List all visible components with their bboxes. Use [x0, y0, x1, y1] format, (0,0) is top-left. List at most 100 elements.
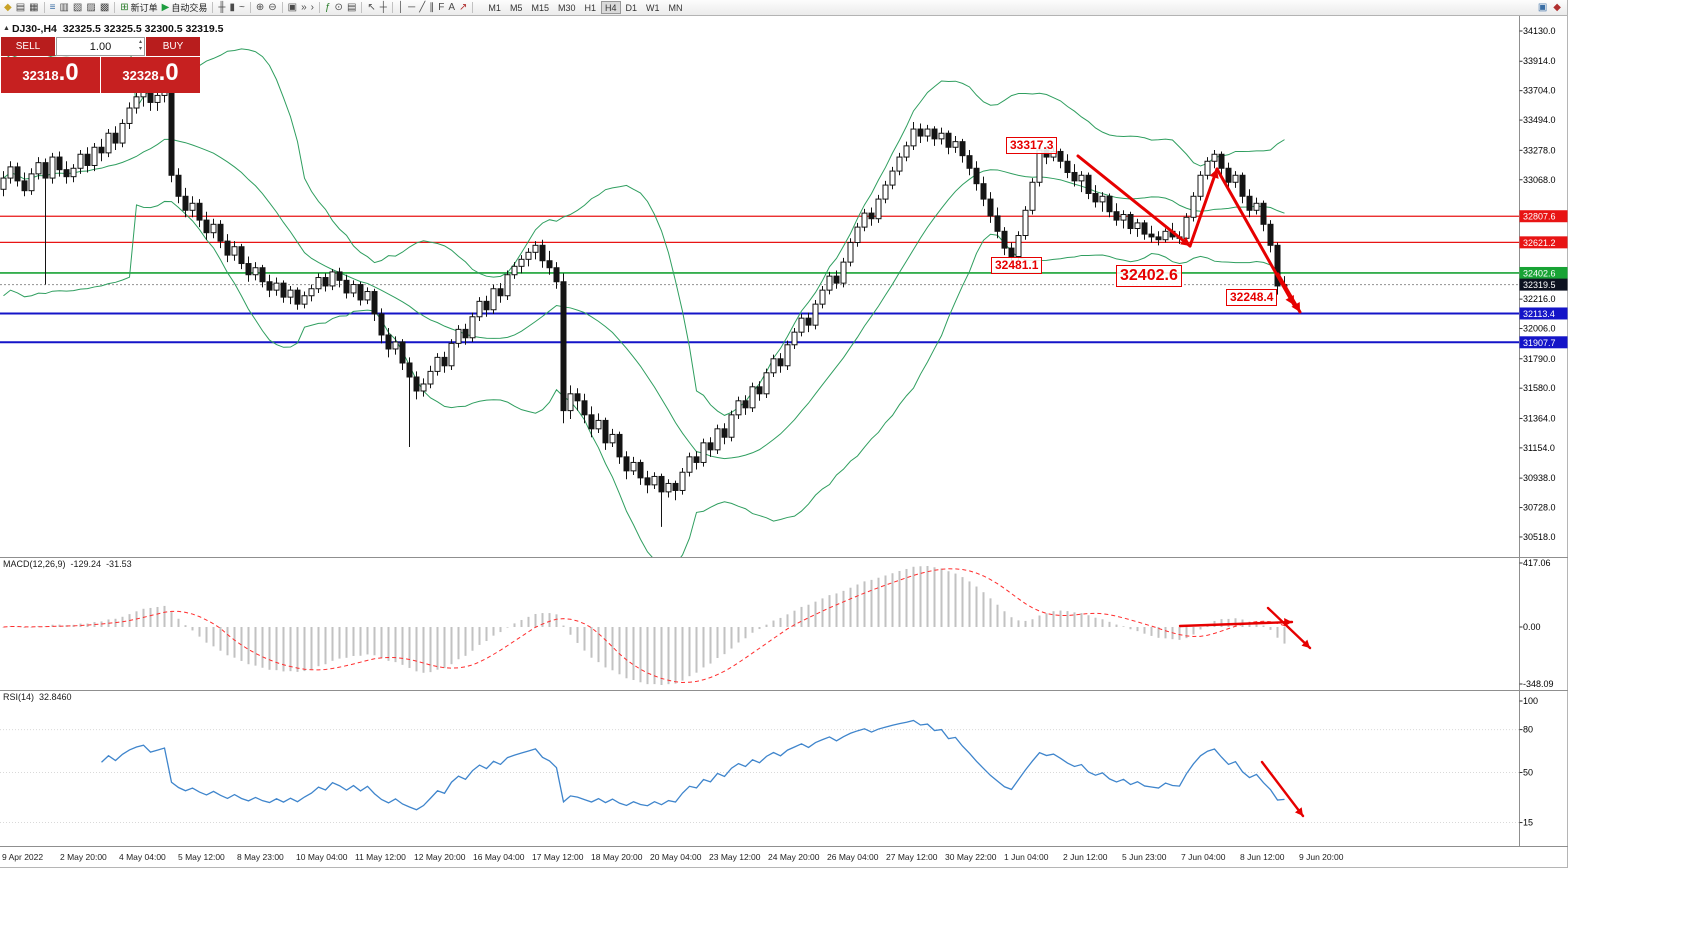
macd-value-main: -129.24 — [70, 559, 102, 569]
horizontal-line-icon[interactable]: ─ — [406, 1, 417, 15]
app-icon[interactable]: ◆ — [2, 1, 14, 15]
navigator-icon[interactable]: ▧ — [71, 1, 84, 15]
sell-price-big: .0 — [58, 59, 79, 86]
one-click-trading-widget: SELL 1.00 ▴ ▾ BUY 32318 .0 32328 .0 — [1, 37, 200, 93]
symbol-info: ▲ DJ30-,H4 32325.5 32325.5 32300.5 32319.5 — [3, 23, 223, 35]
svg-text:31364.0: 31364.0 — [1523, 413, 1556, 423]
svg-text:33068.0: 33068.0 — [1523, 175, 1556, 185]
tile-windows-icon: ▣ — [287, 1, 298, 13]
svg-text:32402.6: 32402.6 — [1523, 268, 1556, 278]
channel-icon[interactable]: ∥ — [427, 1, 436, 15]
trend-arrow — [1260, 760, 1305, 818]
time-label: 1 Jun 04:00 — [1004, 852, 1049, 862]
trend-arrow — [1178, 620, 1294, 628]
volume-value: 1.00 — [89, 40, 112, 53]
text-icon: A — [448, 1, 456, 13]
strategy-tester-icon[interactable]: ▩ — [98, 1, 111, 15]
indicators-icon[interactable]: ƒ — [323, 1, 333, 15]
templates-icon: ▤ — [346, 1, 357, 13]
timeframe-M1[interactable]: M1 — [488, 3, 501, 13]
buy-price-display[interactable]: 32328 .0 — [101, 57, 200, 93]
tile-windows-icon[interactable]: ▣ — [286, 1, 299, 15]
timeframe-H4[interactable]: H4 — [601, 1, 621, 14]
time-axis[interactable]: 9 Apr 2022 2 May 20:00 4 May 04:00 5 May 12… — [0, 848, 1568, 868]
text-icon[interactable]: A — [446, 1, 457, 15]
time-label: 2 May 20:00 — [60, 852, 107, 862]
trend-arrowhead — [1209, 169, 1219, 179]
bar-chart-icon: ╫ — [218, 1, 226, 13]
bar-chart-icon[interactable]: ╫ — [216, 1, 227, 15]
svg-text:33704.0: 33704.0 — [1523, 86, 1556, 96]
time-label: 9 Jun 20:00 — [1299, 852, 1344, 862]
chart-canvas[interactable]: 34130.0 33914.0 33704.0 33494.0 33278.0 33068… — [0, 0, 1568, 868]
time-label: 8 May 23:00 — [237, 852, 284, 862]
trendline-icon: ╱ — [419, 1, 426, 13]
rsi-title: RSI(14) — [3, 692, 35, 702]
new-chart-icon: ▤ — [15, 1, 26, 13]
trend-arrowhead — [1294, 807, 1303, 816]
toolbar-separator — [212, 2, 214, 13]
market-watch-icon[interactable]: ≡ — [48, 1, 58, 15]
timeframe-MN[interactable]: MN — [668, 3, 683, 13]
fibonacci-icon[interactable]: F — [436, 1, 446, 15]
autotrading-button[interactable]: ▶ 自动交易 — [160, 1, 210, 15]
crosshair-icon[interactable]: ┼ — [378, 1, 389, 15]
timeframe-M15[interactable]: M15 — [531, 3, 549, 13]
app-icon: ◆ — [4, 1, 12, 13]
rsi-layer — [0, 719, 1519, 824]
auto-scroll-icon[interactable]: » — [299, 1, 309, 15]
timeframe-H1[interactable]: H1 — [584, 3, 596, 13]
chart-edit-icon[interactable]: ◆ — [1553, 2, 1561, 13]
terminal-icon[interactable]: ▨ — [84, 1, 97, 15]
line-chart-icon[interactable]: ~ — [237, 1, 247, 15]
arrows-icon[interactable]: ↗ — [457, 1, 469, 15]
vertical-line-icon: │ — [397, 1, 405, 13]
time-label: 17 May 12:00 — [532, 852, 584, 862]
macd-layer — [2, 566, 1286, 685]
symbol-title: DJ30-,H4 — [11, 23, 57, 35]
chart-window-icon[interactable]: ▣ — [1537, 2, 1548, 13]
trendline-icon[interactable]: ╱ — [417, 1, 427, 15]
time-label: 5 Jun 23:00 — [1122, 852, 1167, 862]
timeframe-M5[interactable]: M5 — [509, 3, 523, 13]
cursor-icon[interactable]: ↖ — [365, 1, 377, 15]
profiles-icon[interactable]: ▦ — [27, 1, 40, 15]
volume-up-arrow[interactable]: ▴ — [138, 39, 142, 45]
zoom-out-icon[interactable]: ⊖ — [266, 1, 278, 15]
templates-icon[interactable]: ▤ — [345, 1, 358, 15]
vertical-line-icon[interactable]: │ — [396, 1, 406, 15]
ohlc-collapse-icon[interactable]: ▲ — [3, 25, 10, 32]
candles-layer — [0, 82, 1288, 527]
chart-shift-icon[interactable]: › — [309, 1, 316, 15]
volume-input[interactable]: 1.00 ▴ ▾ — [56, 37, 145, 56]
terminal-icon: ▨ — [86, 1, 96, 13]
periods-icon: ⊙ — [334, 1, 343, 13]
macd-label: MACD(12,26,9) -129.24 -31.53 — [3, 559, 137, 569]
time-label: 7 Jun 04:00 — [1181, 852, 1226, 862]
time-label: 2 Jun 12:00 — [1063, 852, 1108, 862]
timeframe-M30[interactable]: M30 — [557, 3, 576, 13]
new-order-button[interactable]: ⊞ 新订单 — [118, 1, 159, 15]
new-chart-icon[interactable]: ▤ — [14, 1, 27, 15]
svg-text:32807.6: 32807.6 — [1523, 212, 1556, 222]
periods-icon[interactable]: ⊙ — [333, 1, 345, 15]
volume-down-arrow[interactable]: ▾ — [138, 46, 142, 52]
cursor-icon: ↖ — [367, 1, 376, 13]
toolbar-separator — [43, 2, 45, 13]
candlestick-chart-icon[interactable]: ▮ — [227, 1, 237, 15]
sell-button[interactable]: SELL — [1, 37, 55, 56]
candlestick-chart-icon: ▮ — [229, 1, 235, 13]
timeframe-W1[interactable]: W1 — [646, 3, 660, 13]
data-window-icon[interactable]: ▥ — [57, 1, 70, 15]
svg-text:31907.7: 31907.7 — [1523, 338, 1556, 348]
chart-shift-icon: › — [310, 1, 314, 13]
autotrading-button-label: 自动交易 — [171, 3, 208, 13]
svg-text:33494.0: 33494.0 — [1523, 115, 1556, 125]
zoom-in-icon[interactable]: ⊕ — [254, 1, 266, 15]
svg-text:31154.0: 31154.0 — [1523, 443, 1555, 453]
timeframe-D1[interactable]: D1 — [625, 3, 638, 13]
buy-button[interactable]: BUY — [146, 37, 200, 56]
sell-price-display[interactable]: 32318 .0 — [1, 57, 100, 93]
price-annotation: 32402.6 — [1116, 265, 1182, 287]
toolbar-separator — [391, 2, 393, 13]
